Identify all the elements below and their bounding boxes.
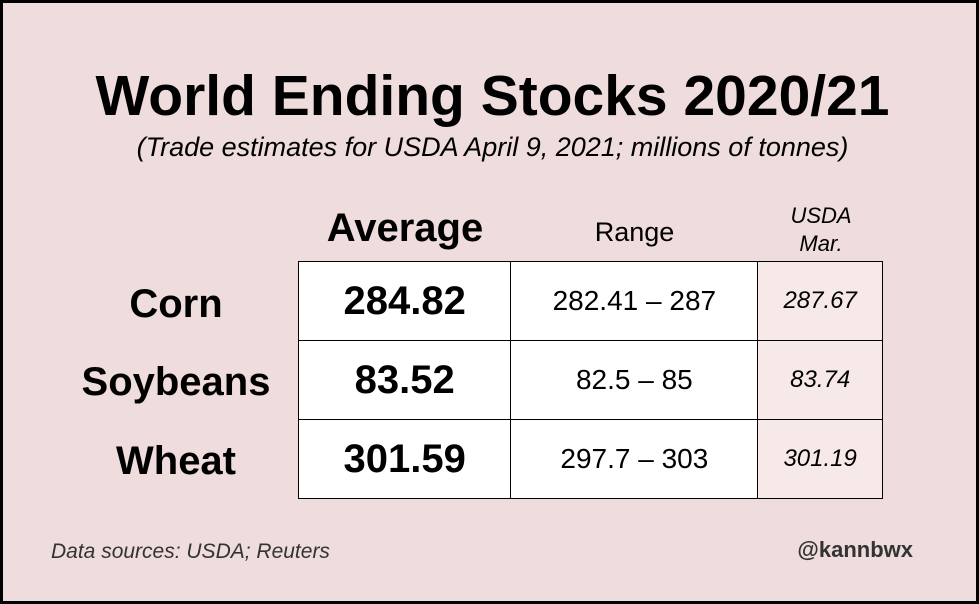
cell-usda-corn: 287.67 xyxy=(757,261,883,341)
data-source-note: Data sources: USDA; Reuters xyxy=(51,540,330,563)
cell-range-corn: 282.41 – 287 xyxy=(510,261,759,341)
data-table: 284.82 282.41 – 287 287.67 83.52 82.5 – … xyxy=(297,261,883,499)
cell-average-corn: 284.82 xyxy=(297,261,512,341)
table-row: 83.52 82.5 – 85 83.74 xyxy=(297,340,883,420)
table-row: 284.82 282.41 – 287 287.67 xyxy=(297,261,883,341)
column-header-average: Average xyxy=(326,206,484,250)
cell-usda-wheat: 301.19 xyxy=(757,419,883,499)
column-header-usda-line1: USDA xyxy=(790,203,852,228)
row-label-soybeans: Soybeans xyxy=(81,360,271,404)
cell-range-soybeans: 82.5 – 85 xyxy=(510,340,759,420)
column-header-usda-mar: USDA Mar. xyxy=(759,202,883,258)
author-credit: @kannbwx xyxy=(797,537,913,562)
column-header-range: Range xyxy=(594,217,675,247)
table-row: 301.59 297.7 – 303 301.19 xyxy=(297,419,883,499)
column-header-usda-line2: Mar. xyxy=(799,231,843,256)
chart-subtitle: (Trade estimates for USDA April 9, 2021;… xyxy=(136,132,849,162)
row-label-wheat: Wheat xyxy=(116,439,236,483)
row-label-corn: Corn xyxy=(129,282,223,326)
cell-average-soybeans: 83.52 xyxy=(297,340,512,420)
chart-title: World Ending Stocks 2020/21 xyxy=(95,64,890,128)
cell-usda-soybeans: 83.74 xyxy=(757,340,883,420)
cell-average-wheat: 301.59 xyxy=(297,419,512,499)
cell-range-wheat: 297.7 – 303 xyxy=(510,419,759,499)
